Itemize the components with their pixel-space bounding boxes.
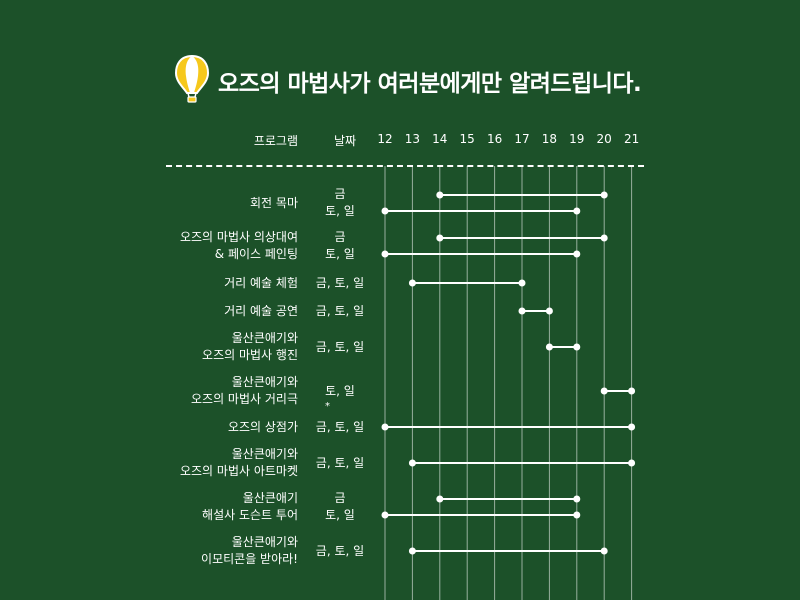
program-days: 금, 토, 일 bbox=[308, 275, 372, 292]
row-note: * bbox=[325, 401, 330, 412]
page-title: 오즈의 마법사가 여러분에게만 알려드립니다. bbox=[218, 71, 642, 97]
x-tick-label: 19 bbox=[569, 132, 585, 146]
schedule-endpoint bbox=[628, 423, 636, 431]
x-tick-label: 13 bbox=[404, 132, 421, 146]
program-label-line: 울산큰애기 bbox=[242, 491, 298, 505]
program-day: 금 bbox=[334, 491, 346, 505]
program-label-line: 오즈의 마법사 아트마켓 bbox=[179, 464, 298, 478]
schedule-endpoint bbox=[573, 250, 581, 258]
program-days: 금, 토, 일 bbox=[308, 419, 372, 436]
program-label-line: 이모티콘을 받아라! bbox=[201, 552, 298, 566]
program-label-line: 오즈의 마법사 거리극 bbox=[191, 392, 298, 406]
schedule-endpoint bbox=[600, 191, 608, 199]
schedule-endpoint bbox=[600, 387, 608, 395]
program-day: 토, 일 bbox=[325, 508, 355, 522]
program-label: 거리 예술 체험 bbox=[224, 275, 298, 292]
schedule-endpoint bbox=[628, 387, 636, 395]
x-tick-label: 21 bbox=[623, 132, 640, 146]
program-days: 금, 토, 일 bbox=[308, 303, 372, 320]
schedule-endpoint bbox=[518, 307, 526, 315]
schedule-endpoint bbox=[381, 207, 389, 215]
program-day: 금 bbox=[334, 187, 346, 201]
x-tick-label: 17 bbox=[514, 132, 530, 146]
program-label: 오즈의 마법사 의상대여 & 페이스 페인팅 bbox=[180, 229, 298, 263]
program-day: 금, 토, 일 bbox=[315, 543, 365, 558]
program-label-line: 오즈의 마법사 의상대여 bbox=[179, 230, 298, 244]
x-tick-label: 15 bbox=[459, 132, 475, 146]
x-tick-label: 18 bbox=[541, 132, 558, 146]
program-label-line: 거리 예술 공연 bbox=[224, 303, 298, 318]
schedule-endpoint bbox=[573, 207, 581, 215]
program-day: 토, 일 bbox=[325, 247, 355, 261]
program-days: 금, 토, 일 bbox=[308, 543, 372, 560]
program-label-line: 거리 예술 체험 bbox=[224, 275, 298, 290]
program-label: 오즈의 상점가 bbox=[228, 419, 298, 436]
program-days: 금, 토, 일 bbox=[308, 339, 372, 356]
program-day: 금, 토, 일 bbox=[315, 455, 365, 470]
x-tick-label: 20 bbox=[596, 132, 612, 146]
program-day: 금, 토, 일 bbox=[315, 275, 365, 290]
program-label-line: 오즈의 마법사 행진 bbox=[202, 348, 298, 362]
schedule-endpoint bbox=[600, 234, 608, 242]
hot-air-balloon-icon bbox=[174, 54, 210, 103]
schedule-endpoint bbox=[436, 191, 444, 199]
schedule-endpoint bbox=[381, 250, 389, 258]
header-divider bbox=[166, 165, 644, 167]
schedule-endpoint bbox=[545, 307, 553, 315]
x-tick-label: 14 bbox=[432, 132, 448, 146]
schedule-endpoint bbox=[573, 511, 581, 519]
schedule-endpoint bbox=[600, 547, 608, 555]
page-title-area: 오즈의 마법사가 여러분에게만 알려드립니다. bbox=[0, 54, 800, 104]
schedule-endpoint bbox=[408, 547, 416, 555]
program-days: 금, 토, 일 bbox=[308, 455, 372, 472]
program-label-line: 해설사 도슨트 투어 bbox=[202, 508, 298, 522]
program-day: 금 bbox=[334, 230, 346, 244]
program-label-line: 울산큰애기와 bbox=[231, 535, 298, 549]
program-label: 거리 예술 공연 bbox=[224, 303, 298, 320]
program-label: 회전 목마 bbox=[250, 195, 298, 212]
schedule-endpoint bbox=[518, 279, 526, 287]
program-day: 금, 토, 일 bbox=[315, 303, 365, 318]
program-label-line: 오즈의 상점가 bbox=[227, 419, 298, 434]
program-day: 토, 일 bbox=[325, 204, 355, 218]
program-column-header: 프로그램 bbox=[253, 134, 298, 148]
schedule-endpoint bbox=[381, 423, 389, 431]
schedule-endpoint bbox=[436, 234, 444, 242]
program-label-line: 울산큰애기와 bbox=[231, 375, 298, 389]
schedule-endpoint bbox=[408, 279, 416, 287]
program-day: 금, 토, 일 bbox=[315, 339, 365, 354]
schedule-endpoint bbox=[628, 459, 636, 467]
schedule-endpoint bbox=[573, 343, 581, 351]
schedule-endpoint bbox=[573, 495, 581, 503]
program-days: 토, 일 bbox=[308, 383, 372, 400]
program-label-line: & 페이스 페인팅 bbox=[214, 247, 298, 261]
date-column-header: 날짜 bbox=[333, 134, 357, 148]
x-tick-label: 16 bbox=[486, 132, 503, 146]
x-tick-label: 12 bbox=[377, 132, 393, 146]
program-label-line: 회전 목마 bbox=[250, 195, 298, 210]
schedule-endpoint bbox=[545, 343, 553, 351]
schedule-endpoint bbox=[436, 495, 444, 503]
program-label-line: 울산큰애기와 bbox=[231, 447, 298, 461]
program-day: 금, 토, 일 bbox=[315, 419, 365, 434]
schedule-endpoint bbox=[381, 511, 389, 519]
schedule-endpoint bbox=[408, 459, 416, 467]
program-day: 토, 일 bbox=[325, 383, 355, 398]
program-label-line: 울산큰애기와 bbox=[231, 331, 298, 345]
